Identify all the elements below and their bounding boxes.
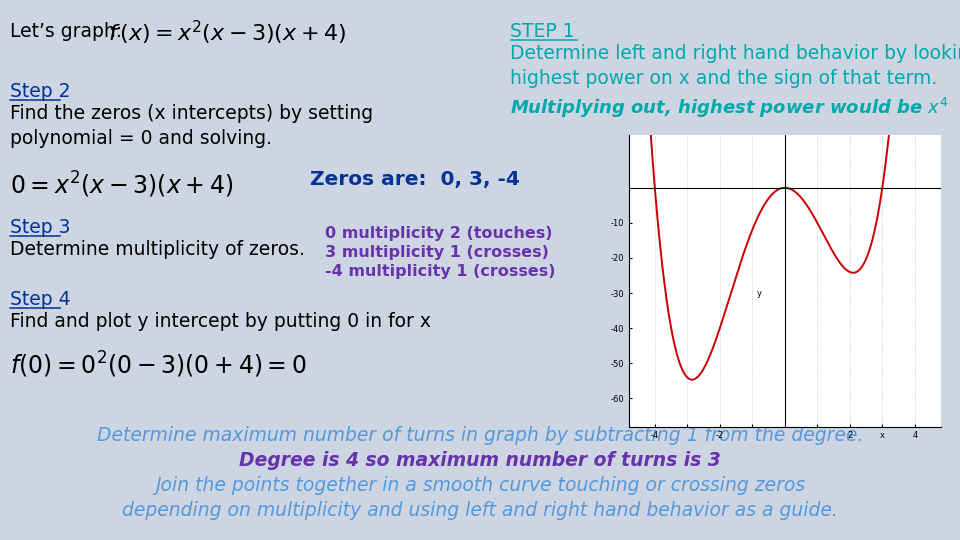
Text: Step 4: Step 4 [10, 290, 71, 309]
Text: Join the points together in a smooth curve touching or crossing zeros: Join the points together in a smooth cur… [155, 476, 805, 495]
Text: depending on multiplicity and using left and right hand behavior as a guide.: depending on multiplicity and using left… [122, 501, 838, 520]
Text: Determine left and right hand behavior by looking at the: Determine left and right hand behavior b… [510, 44, 960, 63]
Text: $f\,(x)=x^{2}(x-3)(x+4)$: $f\,(x)=x^{2}(x-3)(x+4)$ [108, 19, 346, 47]
Text: Find the zeros (x intercepts) by setting: Find the zeros (x intercepts) by setting [10, 104, 373, 123]
Text: Degree is 4 so maximum number of turns is 3: Degree is 4 so maximum number of turns i… [239, 451, 721, 470]
Text: -4 multiplicity 1 (crosses): -4 multiplicity 1 (crosses) [325, 264, 556, 279]
Text: 0 multiplicity 2 (touches): 0 multiplicity 2 (touches) [325, 226, 553, 241]
Text: Step 2: Step 2 [10, 82, 70, 101]
Text: STEP 1: STEP 1 [510, 22, 575, 41]
Text: $0=x^{2}(x-3)(x+4)$: $0=x^{2}(x-3)(x+4)$ [10, 170, 233, 200]
Text: polynomial = 0 and solving.: polynomial = 0 and solving. [10, 129, 272, 148]
Text: Determine maximum number of turns in graph by subtracting 1 from the degree.: Determine maximum number of turns in gra… [97, 426, 863, 445]
Text: Find and plot y intercept by putting 0 in for x: Find and plot y intercept by putting 0 i… [10, 312, 431, 331]
Text: y: y [757, 288, 762, 298]
Text: 3 multiplicity 1 (crosses): 3 multiplicity 1 (crosses) [325, 245, 549, 260]
Text: $f(0)=0^{2}(0-3)(0+4)=0$: $f(0)=0^{2}(0-3)(0+4)=0$ [10, 350, 306, 380]
Text: Step 3: Step 3 [10, 218, 70, 237]
Text: highest power on x and the sign of that term.: highest power on x and the sign of that … [510, 69, 937, 88]
Text: Zeros are:  0, 3, -4: Zeros are: 0, 3, -4 [310, 170, 520, 189]
Text: Determine multiplicity of zeros.: Determine multiplicity of zeros. [10, 240, 305, 259]
Text: Multiplying out, highest power would be $x^4$: Multiplying out, highest power would be … [510, 96, 948, 120]
Text: Let’s graph:: Let’s graph: [10, 22, 122, 41]
